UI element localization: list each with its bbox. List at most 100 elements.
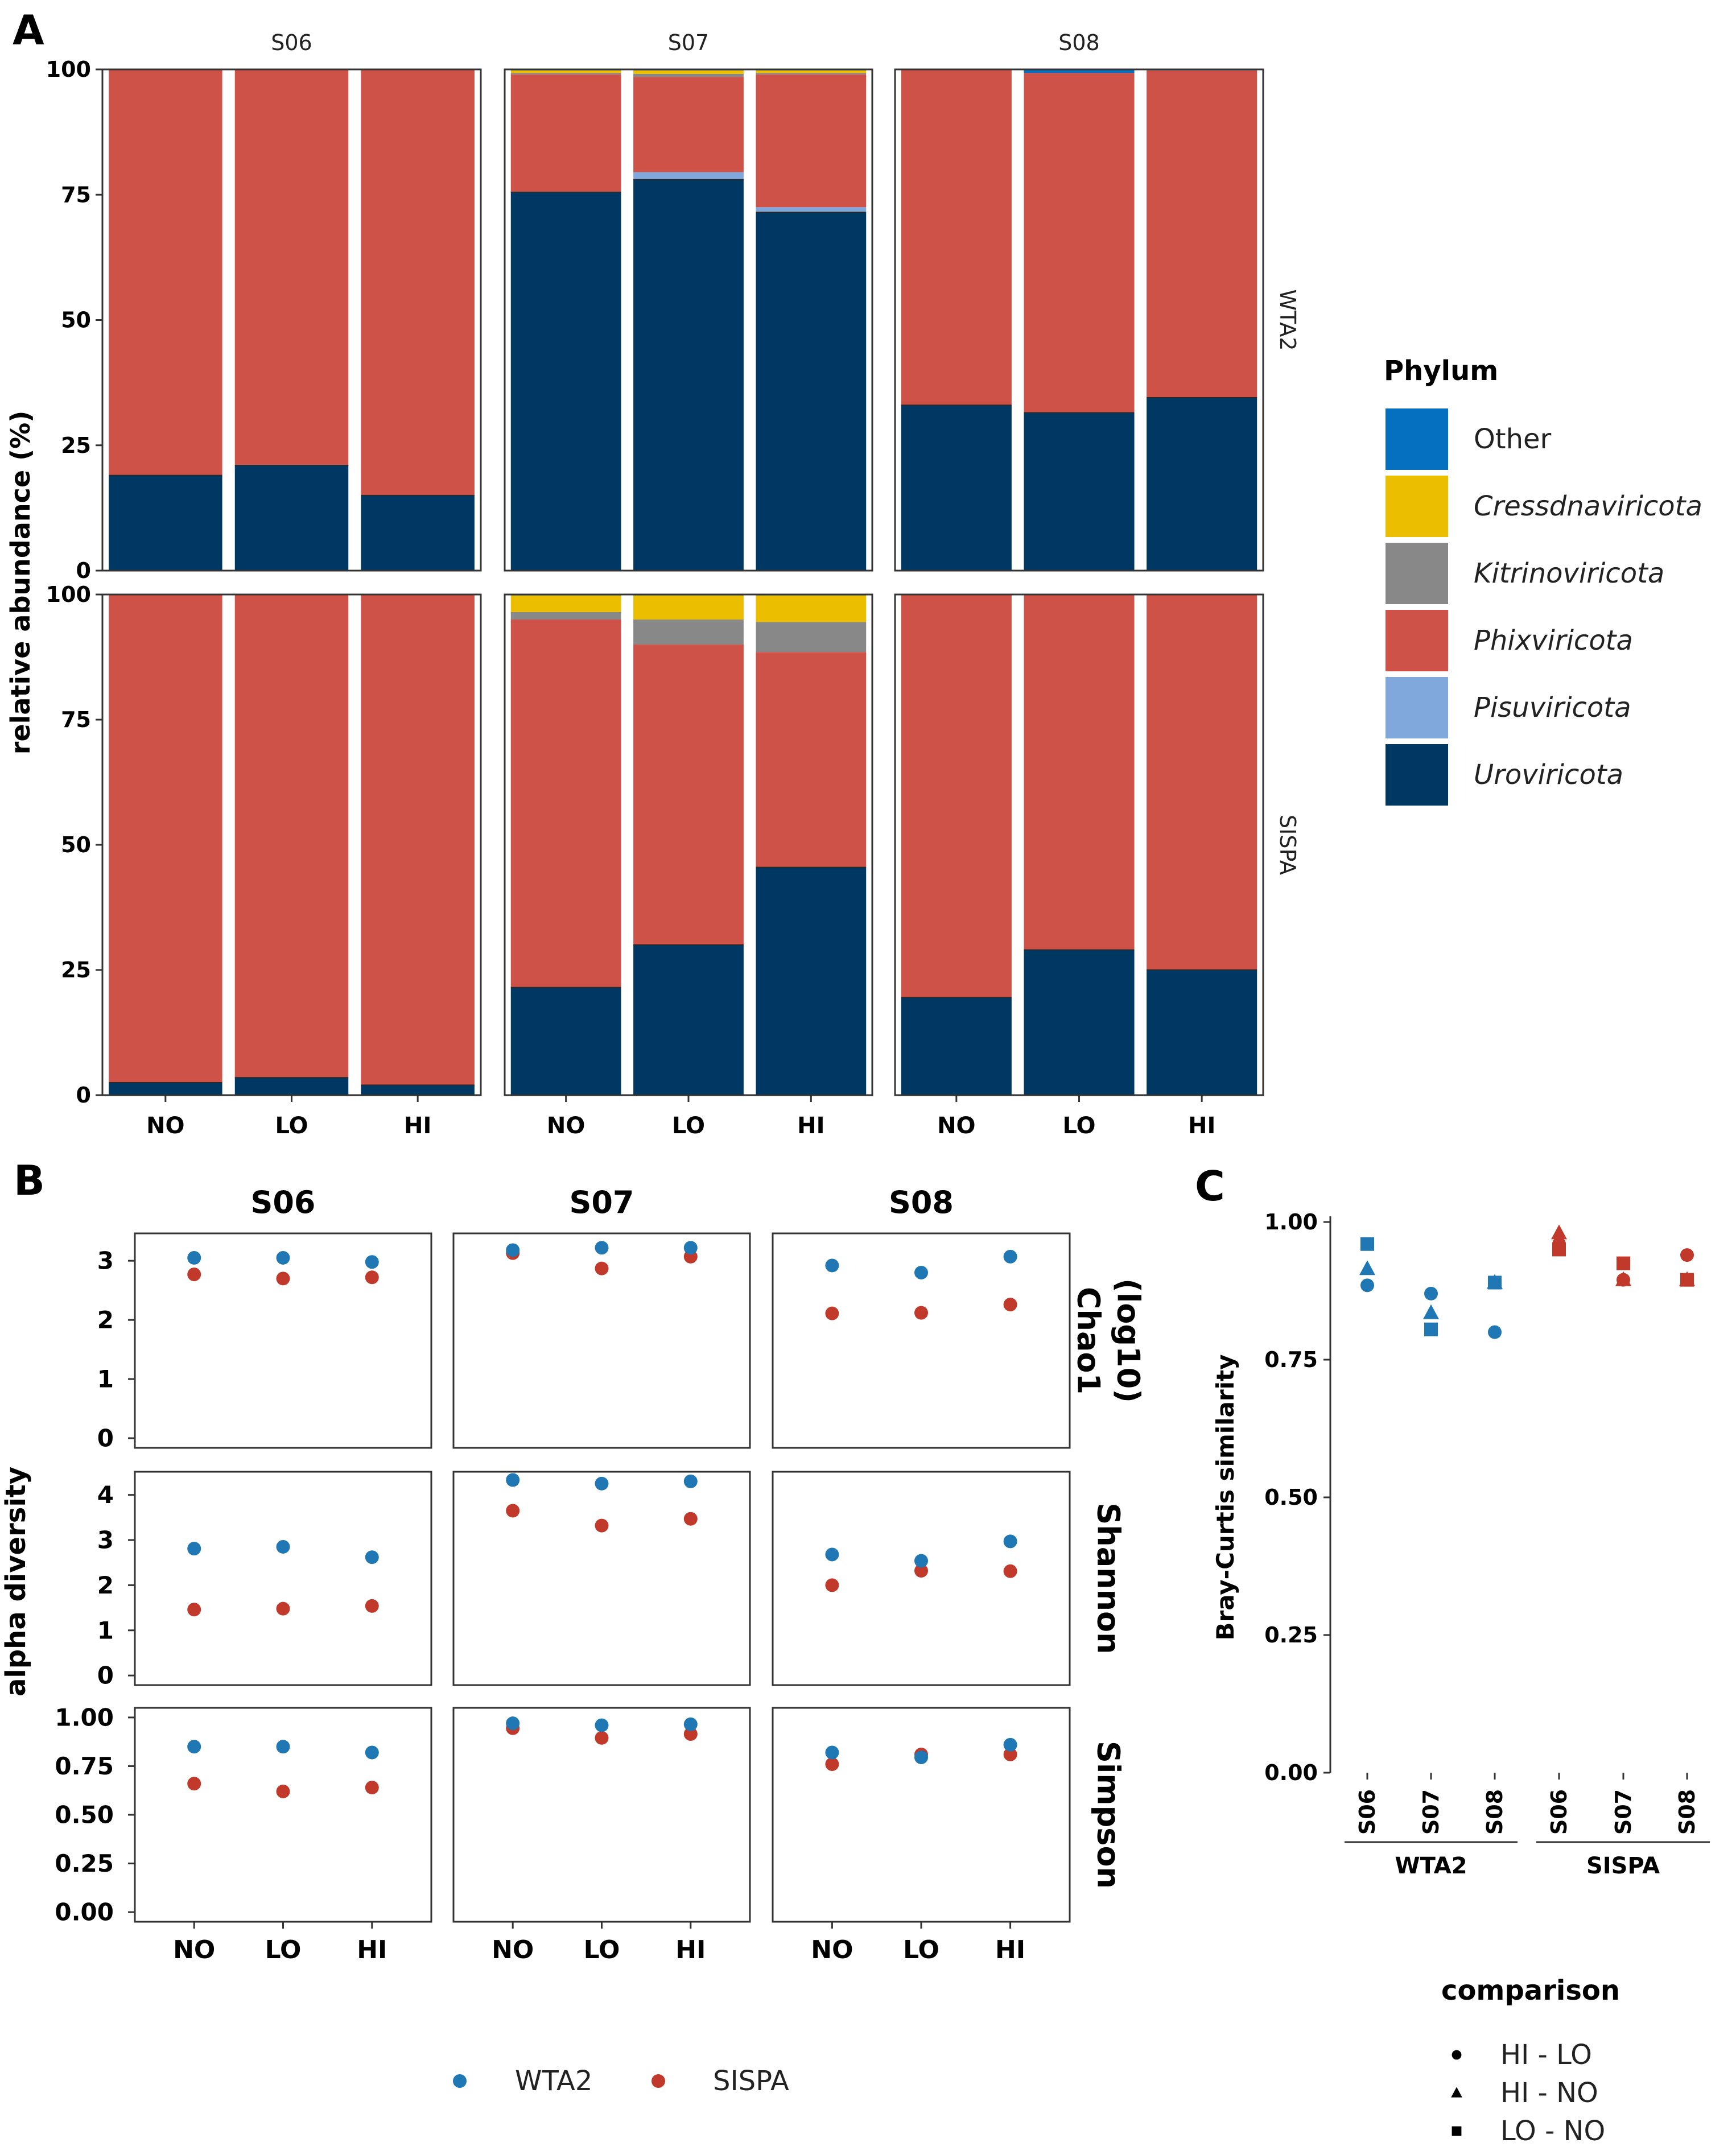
panel-label-c: C	[1195, 1162, 1225, 1210]
bar-segment	[510, 987, 621, 1095]
facet-frame	[134, 1232, 432, 1449]
legend-label: Kitrinoviricota	[1474, 558, 1664, 589]
bray-curtis-point	[1423, 1304, 1439, 1319]
bray-curtis-point	[1424, 1286, 1438, 1301]
y-tick-label: 0.25	[1264, 1623, 1318, 1648]
legend-label: SISPA	[713, 2065, 789, 2097]
wta2-point	[187, 1740, 201, 1754]
legend-label: Phixviricota	[1474, 625, 1633, 657]
bray-curtis-point	[1424, 1322, 1438, 1336]
bar-segment	[756, 73, 867, 75]
sispa-point	[595, 1731, 609, 1745]
group-label: WTA2	[1395, 1853, 1467, 1879]
bar-segment	[633, 945, 744, 1095]
legend-key	[1451, 2087, 1462, 2098]
panel-c-bray-curtis: Bray-Curtis similarity 0.00 0.25 0.50 0.75 1.…	[1211, 1209, 1710, 1879]
y-tick-label: 75	[61, 707, 91, 732]
facet-frame	[452, 1471, 751, 1686]
sispa-point	[595, 1261, 609, 1275]
wta2-point	[595, 1718, 609, 1732]
metric-label: Simpson	[1091, 1741, 1127, 1889]
y-tick-label: 75	[61, 182, 91, 207]
bar-segment	[1024, 69, 1135, 73]
bar-segment	[361, 595, 475, 1085]
bar-segment	[510, 620, 621, 988]
bar-segment	[1147, 398, 1257, 571]
bar-segment	[234, 465, 349, 571]
legend-key	[651, 2074, 665, 2088]
sispa-point	[914, 1564, 928, 1578]
legend-label: WTA2	[515, 2065, 592, 2097]
wta2-point	[683, 1474, 698, 1488]
x-tick-label: S06	[1355, 1789, 1380, 1835]
bar-segment	[633, 70, 744, 74]
wta2-point	[187, 1250, 201, 1265]
y-tick-label: 0.75	[1264, 1347, 1318, 1372]
bar-segment	[633, 179, 744, 571]
wta2-point	[914, 1265, 928, 1279]
bar-segment	[361, 1085, 475, 1095]
y-tick-label: 3	[97, 1247, 114, 1275]
legend-label: Uroviricota	[1474, 759, 1623, 791]
bar-segment	[901, 69, 1012, 406]
x-tick-label: S07	[1611, 1789, 1636, 1835]
y-tick-label: 0.00	[1264, 1760, 1318, 1785]
y-tick-label: 0.50	[1264, 1485, 1318, 1510]
bar-segment	[234, 595, 349, 1078]
bar-segment	[234, 1078, 349, 1095]
legend-key	[1452, 2050, 1462, 2060]
wta2-point	[595, 1476, 609, 1491]
y-tick-label: 0	[76, 558, 91, 583]
bar-segment	[510, 612, 621, 620]
bar-segment	[756, 74, 867, 208]
facet-frame	[772, 1232, 1071, 1449]
wta2-point	[365, 1745, 379, 1760]
x-tick-label: HI	[1188, 1113, 1215, 1139]
legend-label: HI - LO	[1500, 2039, 1592, 2071]
wta2-point	[276, 1250, 290, 1265]
y-axis-label: relative abundance (%)	[5, 411, 36, 754]
x-tick-label: NO	[547, 1113, 585, 1139]
sispa-point	[1003, 1747, 1017, 1761]
x-tick-label: NO	[173, 1935, 215, 1964]
sispa-point	[683, 1727, 698, 1741]
bar-segment	[234, 69, 349, 465]
sispa-point	[683, 1512, 698, 1526]
bar-segment	[510, 192, 621, 571]
y-tick-label: 0	[97, 1425, 114, 1452]
facet-frame	[772, 1707, 1071, 1923]
wta2-point	[506, 1243, 520, 1257]
bar-segment	[756, 622, 867, 653]
method-legend: WTA2 SISPA	[453, 2065, 789, 2097]
sispa-point	[365, 1781, 379, 1795]
bar-segment	[109, 1083, 222, 1095]
x-tick-label: S06	[1547, 1789, 1572, 1835]
bray-curtis-point	[1488, 1275, 1502, 1290]
y-tick-label: 0	[97, 1662, 114, 1690]
bar-segment	[1147, 970, 1257, 1095]
bar-segment	[109, 595, 222, 1083]
x-tick-label: NO	[146, 1113, 184, 1139]
legend-swatch	[1385, 610, 1448, 671]
bar-segment	[510, 70, 621, 73]
wta2-point	[276, 1740, 290, 1754]
sispa-point	[365, 1270, 379, 1285]
sispa-point	[825, 1578, 839, 1592]
bar-segment	[633, 77, 744, 172]
phylum-legend: Phylum Other Cressdnaviricota Kitrinovirico…	[1384, 355, 1702, 806]
sispa-point	[1003, 1564, 1017, 1578]
bray-curtis-point	[1680, 1273, 1694, 1287]
legend-swatch	[1385, 744, 1448, 806]
panel-frame	[894, 68, 1264, 572]
bar-segment	[756, 867, 867, 1095]
wta2-point	[683, 1241, 698, 1255]
bray-curtis-point	[1552, 1242, 1566, 1257]
x-tick-label: LO	[1062, 1113, 1095, 1139]
x-tick-label: LO	[275, 1113, 308, 1139]
facet-frame	[772, 1471, 1071, 1686]
bray-curtis-point	[1551, 1224, 1567, 1240]
method-strip-label: WTA2	[1275, 289, 1300, 350]
bar-segment	[633, 645, 744, 945]
bar-segment	[633, 595, 744, 620]
x-tick-label: S08	[1675, 1789, 1700, 1835]
